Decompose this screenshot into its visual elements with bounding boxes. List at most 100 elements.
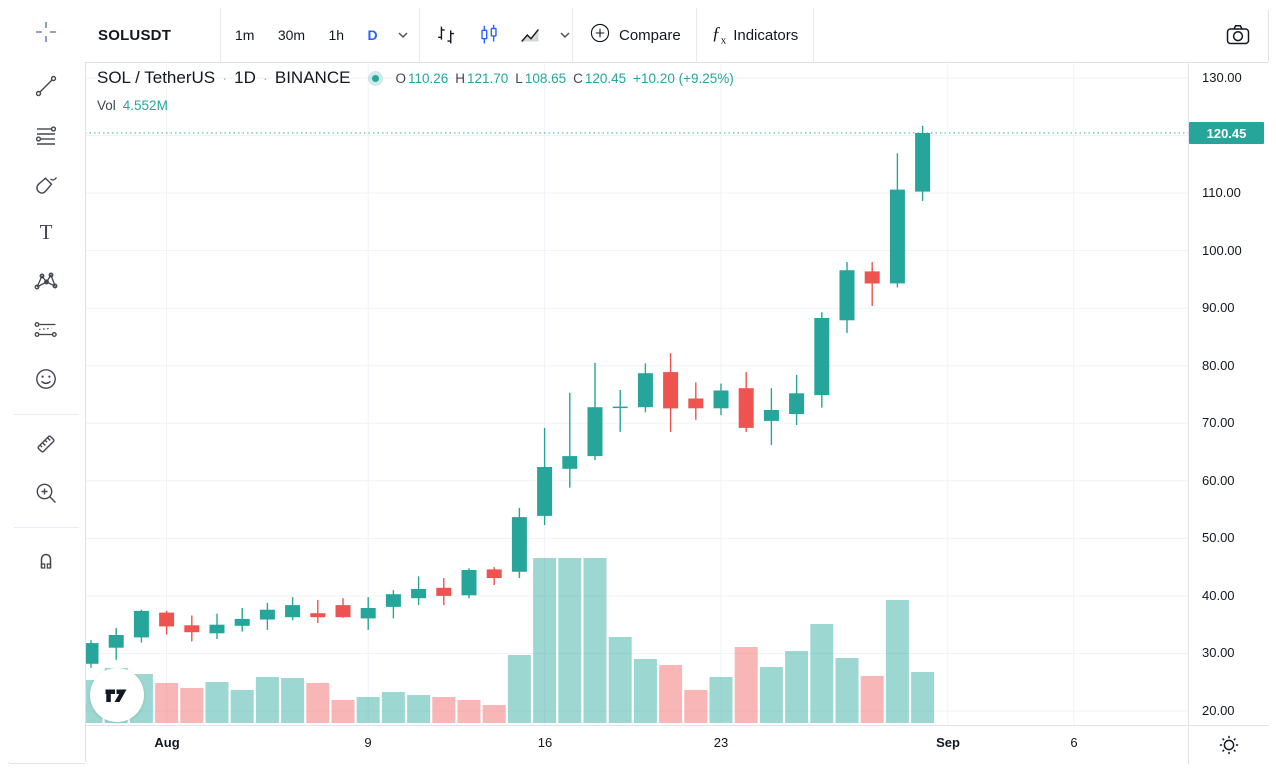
indicators-button[interactable]: ƒx Indicators <box>697 8 814 62</box>
price-tick: 100.00 <box>1202 243 1242 258</box>
candle-body <box>85 643 99 664</box>
ruler-icon[interactable] <box>31 429 61 459</box>
candle-body <box>385 594 401 607</box>
toolbar-separator <box>813 8 815 62</box>
compare-button[interactable]: Compare <box>573 8 696 62</box>
timeframe-1h[interactable]: 1h <box>322 23 350 47</box>
candles-style-icon[interactable] <box>474 20 504 50</box>
ohlc-values: O 110.26 H 121.70 L 108.65 C 120.45 +10.20 (… <box>395 70 734 86</box>
toolbar-separator <box>572 8 573 62</box>
candle-body <box>587 407 603 457</box>
area-style-icon[interactable] <box>516 20 546 50</box>
toolbar-separator <box>419 8 420 62</box>
volume-bar <box>558 558 582 723</box>
price-tick: 80.00 <box>1202 358 1235 373</box>
volume-bar <box>356 697 380 723</box>
long-position-icon[interactable] <box>31 315 61 345</box>
gear-icon[interactable] <box>1216 732 1242 758</box>
candle-body <box>159 612 175 627</box>
candlestick-chart <box>85 62 1188 725</box>
brush-icon[interactable] <box>31 169 61 199</box>
time-tick: 6 <box>1070 735 1078 750</box>
toolbar-separator <box>695 8 697 62</box>
candle-body <box>612 406 628 409</box>
zoom-in-icon[interactable] <box>31 478 61 508</box>
sidebar-divider <box>14 527 79 528</box>
time-tick: 9 <box>364 735 372 750</box>
volume-bar <box>633 659 657 723</box>
low-value: 108.65 <box>524 70 567 86</box>
tradingview-logo[interactable] <box>90 668 144 722</box>
volume-bar <box>659 665 683 723</box>
candle-body <box>637 373 653 408</box>
candle-body <box>763 410 779 421</box>
bar-chart-style-icon[interactable] <box>432 20 462 50</box>
volume-bar <box>885 600 909 723</box>
candle-body <box>411 589 427 599</box>
text-tool-icon[interactable]: T <box>31 217 61 247</box>
symbol-title[interactable]: SOL / TetherUS <box>97 68 216 87</box>
emoji-icon[interactable] <box>31 364 61 394</box>
timeframe-30m[interactable]: 30m <box>272 23 311 47</box>
volume-bar <box>230 689 254 723</box>
chevron-down-icon[interactable] <box>395 27 411 43</box>
trend-line-icon[interactable] <box>31 71 61 101</box>
volume-bar <box>432 697 456 723</box>
volume-bar <box>533 558 557 723</box>
exchange-label[interactable]: BINANCE <box>274 68 351 87</box>
volume-bar <box>281 678 305 723</box>
fib-retracement-icon[interactable] <box>31 120 61 150</box>
candle-body <box>285 605 301 618</box>
interval-label[interactable]: 1D <box>234 68 256 87</box>
candle-body <box>108 635 124 648</box>
volume-bar <box>381 692 405 723</box>
plus-circle-icon <box>588 21 612 49</box>
indicators-label: Indicators <box>733 26 799 44</box>
candle-body <box>537 467 553 516</box>
candle-body <box>209 624 225 634</box>
volume-bar <box>180 688 204 723</box>
time-tick: 16 <box>537 735 553 750</box>
candle-body <box>688 398 704 409</box>
volume-bar <box>759 667 783 723</box>
chart-canvas[interactable] <box>85 62 1188 725</box>
candle-body <box>864 271 880 284</box>
timeframe-1m[interactable]: 1m <box>229 23 260 47</box>
price-tick: 50.00 <box>1202 530 1235 545</box>
time-tick: 23 <box>713 735 729 750</box>
xabcd-pattern-icon[interactable] <box>31 266 61 296</box>
open-value: 110.26 <box>407 70 449 86</box>
fx-icon: ƒx <box>711 22 727 47</box>
volume-bar <box>810 624 834 723</box>
volume-bar <box>734 647 758 723</box>
volume-bar <box>684 689 708 723</box>
time-axis[interactable]: Aug 9 16 23 Sep 6 <box>85 725 1188 764</box>
symbol-button[interactable]: SOLUSDT <box>98 26 172 44</box>
magnet-icon[interactable] <box>31 544 61 574</box>
change-value: +10.20 (+9.25%) <box>633 70 734 86</box>
chevron-down-icon[interactable] <box>558 27 572 43</box>
candle-body <box>663 372 679 409</box>
candle-body <box>713 390 729 409</box>
volume-bar <box>785 651 809 723</box>
price-tick: 110.00 <box>1202 185 1241 200</box>
candle-body <box>915 133 931 192</box>
volume-bar <box>709 677 733 723</box>
last-price-label: 120.45 <box>1189 122 1264 144</box>
toolbar-separator <box>220 8 221 62</box>
price-axis[interactable]: 130.00 110.00 100.00 90.00 80.00 70.00 60.00 50… <box>1188 62 1269 725</box>
crosshair-icon[interactable] <box>31 17 61 47</box>
volume-bar <box>608 637 632 723</box>
candle-body <box>814 318 830 396</box>
candle-body <box>738 388 754 428</box>
price-tick: 20.00 <box>1202 703 1235 718</box>
candle-body <box>335 605 351 618</box>
price-tick: 40.00 <box>1202 588 1235 603</box>
camera-icon[interactable] <box>1222 20 1254 50</box>
volume-bar <box>457 700 481 723</box>
volume-bar <box>507 655 531 723</box>
timeframe-1d[interactable]: D <box>361 23 383 47</box>
time-tick: Aug <box>154 735 180 750</box>
